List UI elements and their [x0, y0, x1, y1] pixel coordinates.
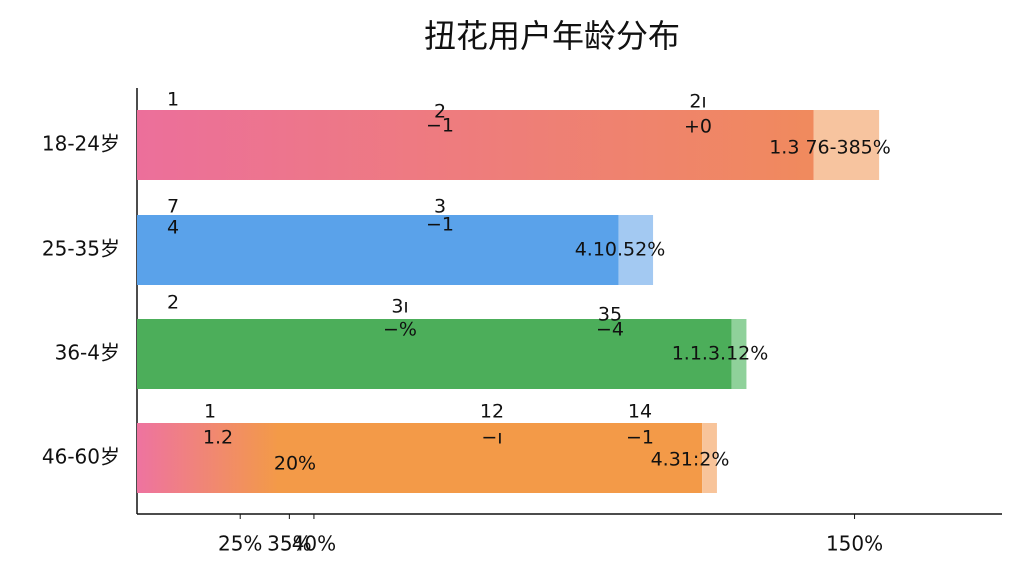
- bar: [618, 215, 654, 285]
- y-tick-label: 46-60岁: [42, 445, 120, 469]
- bar: [813, 110, 880, 180]
- bar: [731, 319, 747, 389]
- bar: [137, 423, 703, 493]
- annotation: −1: [626, 427, 654, 449]
- annotation: 2: [167, 292, 179, 314]
- annotation: 14: [628, 401, 652, 423]
- annotation: 4.10.52%: [575, 239, 666, 261]
- x-tick-label: 35%: [267, 532, 311, 556]
- y-tick-label: 25-35岁: [42, 237, 120, 261]
- x-tick-label: 25%: [218, 532, 262, 556]
- annotation: 1: [167, 89, 179, 111]
- bar: [137, 110, 814, 180]
- annotation: 3ı: [391, 296, 408, 318]
- y-tick-label: 36-4岁: [55, 341, 120, 365]
- annotation: 2ı: [689, 91, 706, 113]
- annotation: 20%: [274, 453, 316, 475]
- annotation: 12: [480, 401, 504, 423]
- annotation: 3: [434, 196, 446, 218]
- annotation: −%: [383, 319, 417, 341]
- x-tick-label: 40%: [292, 532, 336, 556]
- annotation: −1: [426, 115, 454, 137]
- annotation: 7: [167, 196, 179, 218]
- annotation: 2: [434, 101, 446, 123]
- annotation: 1: [204, 401, 216, 423]
- annotation: 4: [167, 217, 179, 239]
- bar: [137, 215, 619, 285]
- bar: [137, 319, 732, 389]
- annotation: +0: [684, 116, 712, 138]
- annotation: 4.31:2%: [651, 449, 730, 471]
- chart-title: 扭花用户年龄分布: [424, 17, 680, 55]
- x-tick-label: 150%: [826, 532, 883, 556]
- annotation: 35: [598, 304, 622, 326]
- annotation: −4: [596, 319, 624, 341]
- annotation: 1.3 76-385%: [769, 137, 891, 159]
- annotation: −ı: [481, 427, 502, 449]
- annotation: 1.1.3.12%: [672, 343, 769, 365]
- annotation: 1.2: [203, 427, 233, 449]
- bar: [702, 423, 717, 493]
- y-tick-label: 18-24岁: [42, 132, 120, 156]
- annotation: −1: [426, 214, 454, 236]
